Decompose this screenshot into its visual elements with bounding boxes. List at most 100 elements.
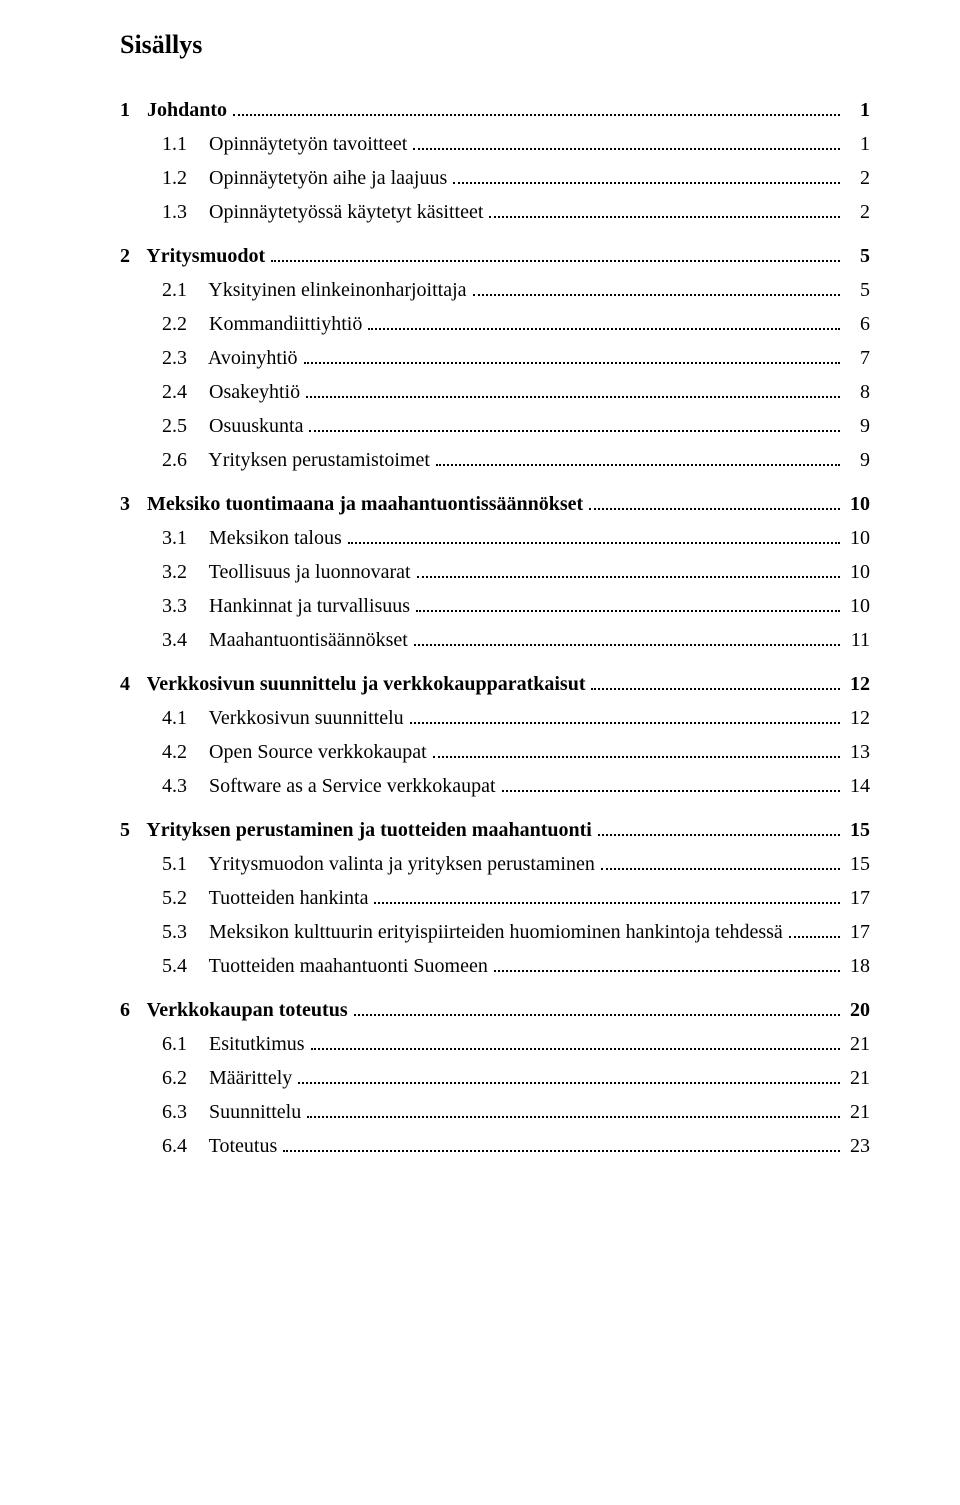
toc-section: 2.6 Yrityksen perustamistoimet9 xyxy=(120,450,870,470)
toc-entry-page: 5 xyxy=(846,246,870,266)
toc-entry-number: 2.6 xyxy=(162,450,204,470)
toc-entry-page: 1 xyxy=(846,134,870,154)
toc-leader-dots xyxy=(453,171,840,184)
toc-entry-number: 1.1 xyxy=(162,134,204,154)
toc-section: 2.4 Osakeyhtiö 8 xyxy=(120,382,870,402)
toc-chapter: 6 Verkkokaupan toteutus20 xyxy=(120,1000,870,1020)
toc-entry-page: 23 xyxy=(846,1136,870,1156)
toc-entry-number: 5.2 xyxy=(162,888,204,908)
toc-entry-label: 5.4 Tuotteiden maahantuonti Suomeen xyxy=(162,956,488,976)
toc-entry-number: 2.2 xyxy=(162,314,204,334)
toc-leader-dots xyxy=(589,497,840,510)
toc-entry-label: 2.4 Osakeyhtiö xyxy=(162,382,300,402)
toc-entry-text: Verkkosivun suunnittelu xyxy=(204,707,404,729)
toc-entry-label: 3.3 Hankinnat ja turvallisuus xyxy=(162,596,410,616)
toc-entry-text: Opinnäytetyössä käytetyt käsitteet xyxy=(204,201,483,223)
toc-section: 3.1 Meksikon talous10 xyxy=(120,528,870,548)
toc-entry-label: 2.5 Osuuskunta xyxy=(162,416,303,436)
toc-leader-dots xyxy=(489,205,840,218)
toc-title: Sisällys xyxy=(120,30,870,60)
toc-entry-text: Yritysmuodon valinta ja yrityksen perust… xyxy=(204,853,595,875)
toc-entry-page: 11 xyxy=(846,630,870,650)
toc-entry-number: 5.4 xyxy=(162,956,204,976)
toc-leader-dots xyxy=(271,249,840,262)
toc-entry-page: 17 xyxy=(846,922,870,942)
toc-entry-page: 17 xyxy=(846,888,870,908)
toc-leader-dots xyxy=(436,453,840,466)
toc-entry-page: 15 xyxy=(846,854,870,874)
toc-entry-number: 1.3 xyxy=(162,202,204,222)
toc-chapter: 4 Verkkosivun suunnittelu ja verkkokaupp… xyxy=(120,674,870,694)
toc-chapter: 2 Yritysmuodot 5 xyxy=(120,246,870,266)
toc-entry-text: Yritysmuodot xyxy=(142,245,265,267)
toc-entry-label: 4 Verkkosivun suunnittelu ja verkkokaupp… xyxy=(120,674,585,694)
toc-entry-page: 10 xyxy=(846,596,870,616)
toc-entry-number: 5 xyxy=(120,820,142,840)
toc-section: 5.4 Tuotteiden maahantuonti Suomeen18 xyxy=(120,956,870,976)
toc-entry-text: Toteutus xyxy=(204,1135,277,1157)
toc-entry-text: Suunnittelu xyxy=(204,1101,301,1123)
toc-section: 1.1 Opinnäytetyön tavoitteet1 xyxy=(120,134,870,154)
toc-leader-dots xyxy=(591,677,840,690)
toc-entry-text: Verkkokaupan toteutus xyxy=(142,999,348,1021)
toc-entry-text: Hankinnat ja turvallisuus xyxy=(204,595,410,617)
toc-section: 6.2 Määrittely 21 xyxy=(120,1068,870,1088)
toc-entry-label: 4.2 Open Source verkkokaupat xyxy=(162,742,427,762)
toc-entry-text: Esitutkimus xyxy=(204,1033,305,1055)
toc-leader-dots xyxy=(306,385,840,398)
toc-entry-number: 3.3 xyxy=(162,596,204,616)
toc-entry-label: 2.2 Kommandiittiyhtiö xyxy=(162,314,362,334)
toc-entry-label: 4.1 Verkkosivun suunnittelu xyxy=(162,708,404,728)
toc-section: 6.1 Esitutkimus21 xyxy=(120,1034,870,1054)
toc-entry-number: 4.2 xyxy=(162,742,204,762)
toc-entry-number: 2.5 xyxy=(162,416,204,436)
toc-leader-dots xyxy=(309,419,840,432)
toc-entry-number: 2.4 xyxy=(162,382,204,402)
toc-entry-label: 2 Yritysmuodot xyxy=(120,246,265,266)
toc-entry-page: 9 xyxy=(846,416,870,436)
toc-entry-text: Tuotteiden maahantuonti Suomeen xyxy=(204,955,488,977)
toc-leader-dots xyxy=(307,1105,840,1118)
toc-section: 3.3 Hankinnat ja turvallisuus 10 xyxy=(120,596,870,616)
toc-section: 4.2 Open Source verkkokaupat13 xyxy=(120,742,870,762)
toc-entry-label: 2.1 Yksityinen elinkeinonharjoittaja xyxy=(162,280,467,300)
toc-entry-number: 3 xyxy=(120,494,142,514)
toc-entry-text: Osuuskunta xyxy=(204,415,303,437)
toc-entry-page: 10 xyxy=(846,562,870,582)
toc-entry-page: 21 xyxy=(846,1068,870,1088)
toc-entry-text: Software as a Service verkkokaupat xyxy=(204,775,496,797)
toc-leader-dots xyxy=(354,1003,840,1016)
toc-section: 3.2 Teollisuus ja luonnovarat10 xyxy=(120,562,870,582)
toc-leader-dots xyxy=(598,823,840,836)
toc-entry-page: 12 xyxy=(846,674,870,694)
toc-entry-number: 2 xyxy=(120,246,142,266)
toc-entry-text: Opinnäytetyön aihe ja laajuus xyxy=(204,167,447,189)
toc-section: 3.4 Maahantuontisäännökset11 xyxy=(120,630,870,650)
toc-chapter: 1 Johdanto1 xyxy=(120,100,870,120)
toc-entry-number: 5.3 xyxy=(162,922,204,942)
toc-entry-page: 21 xyxy=(846,1034,870,1054)
toc-leader-dots xyxy=(283,1139,840,1152)
toc-entry-number: 4 xyxy=(120,674,142,694)
toc-entry-text: Meksiko tuontimaana ja maahantuontissään… xyxy=(142,493,583,515)
toc-entry-page: 2 xyxy=(846,168,870,188)
toc-entry-label: 2.3 Avoinyhtiö xyxy=(162,348,298,368)
toc-section: 6.4 Toteutus23 xyxy=(120,1136,870,1156)
toc-leader-dots xyxy=(416,599,840,612)
toc-section: 2.3 Avoinyhtiö7 xyxy=(120,348,870,368)
toc-entry-text: Johdanto xyxy=(142,99,227,121)
toc-leader-dots xyxy=(233,103,840,116)
toc-entry-number: 3.2 xyxy=(162,562,204,582)
toc-entry-text: Avoinyhtiö xyxy=(204,347,298,369)
toc-entry-label: 4.3 Software as a Service verkkokaupat xyxy=(162,776,496,796)
toc-section: 6.3 Suunnittelu21 xyxy=(120,1102,870,1122)
toc-section: 4.1 Verkkosivun suunnittelu12 xyxy=(120,708,870,728)
toc-leader-dots xyxy=(502,779,840,792)
toc-entry-label: 6.2 Määrittely xyxy=(162,1068,292,1088)
toc-entry-number: 6 xyxy=(120,1000,142,1020)
toc-entry-page: 1 xyxy=(846,100,870,120)
toc-entry-page: 8 xyxy=(846,382,870,402)
toc-entry-number: 6.2 xyxy=(162,1068,204,1088)
toc-chapter: 3 Meksiko tuontimaana ja maahantuontissä… xyxy=(120,494,870,514)
toc-entry-label: 6 Verkkokaupan toteutus xyxy=(120,1000,348,1020)
